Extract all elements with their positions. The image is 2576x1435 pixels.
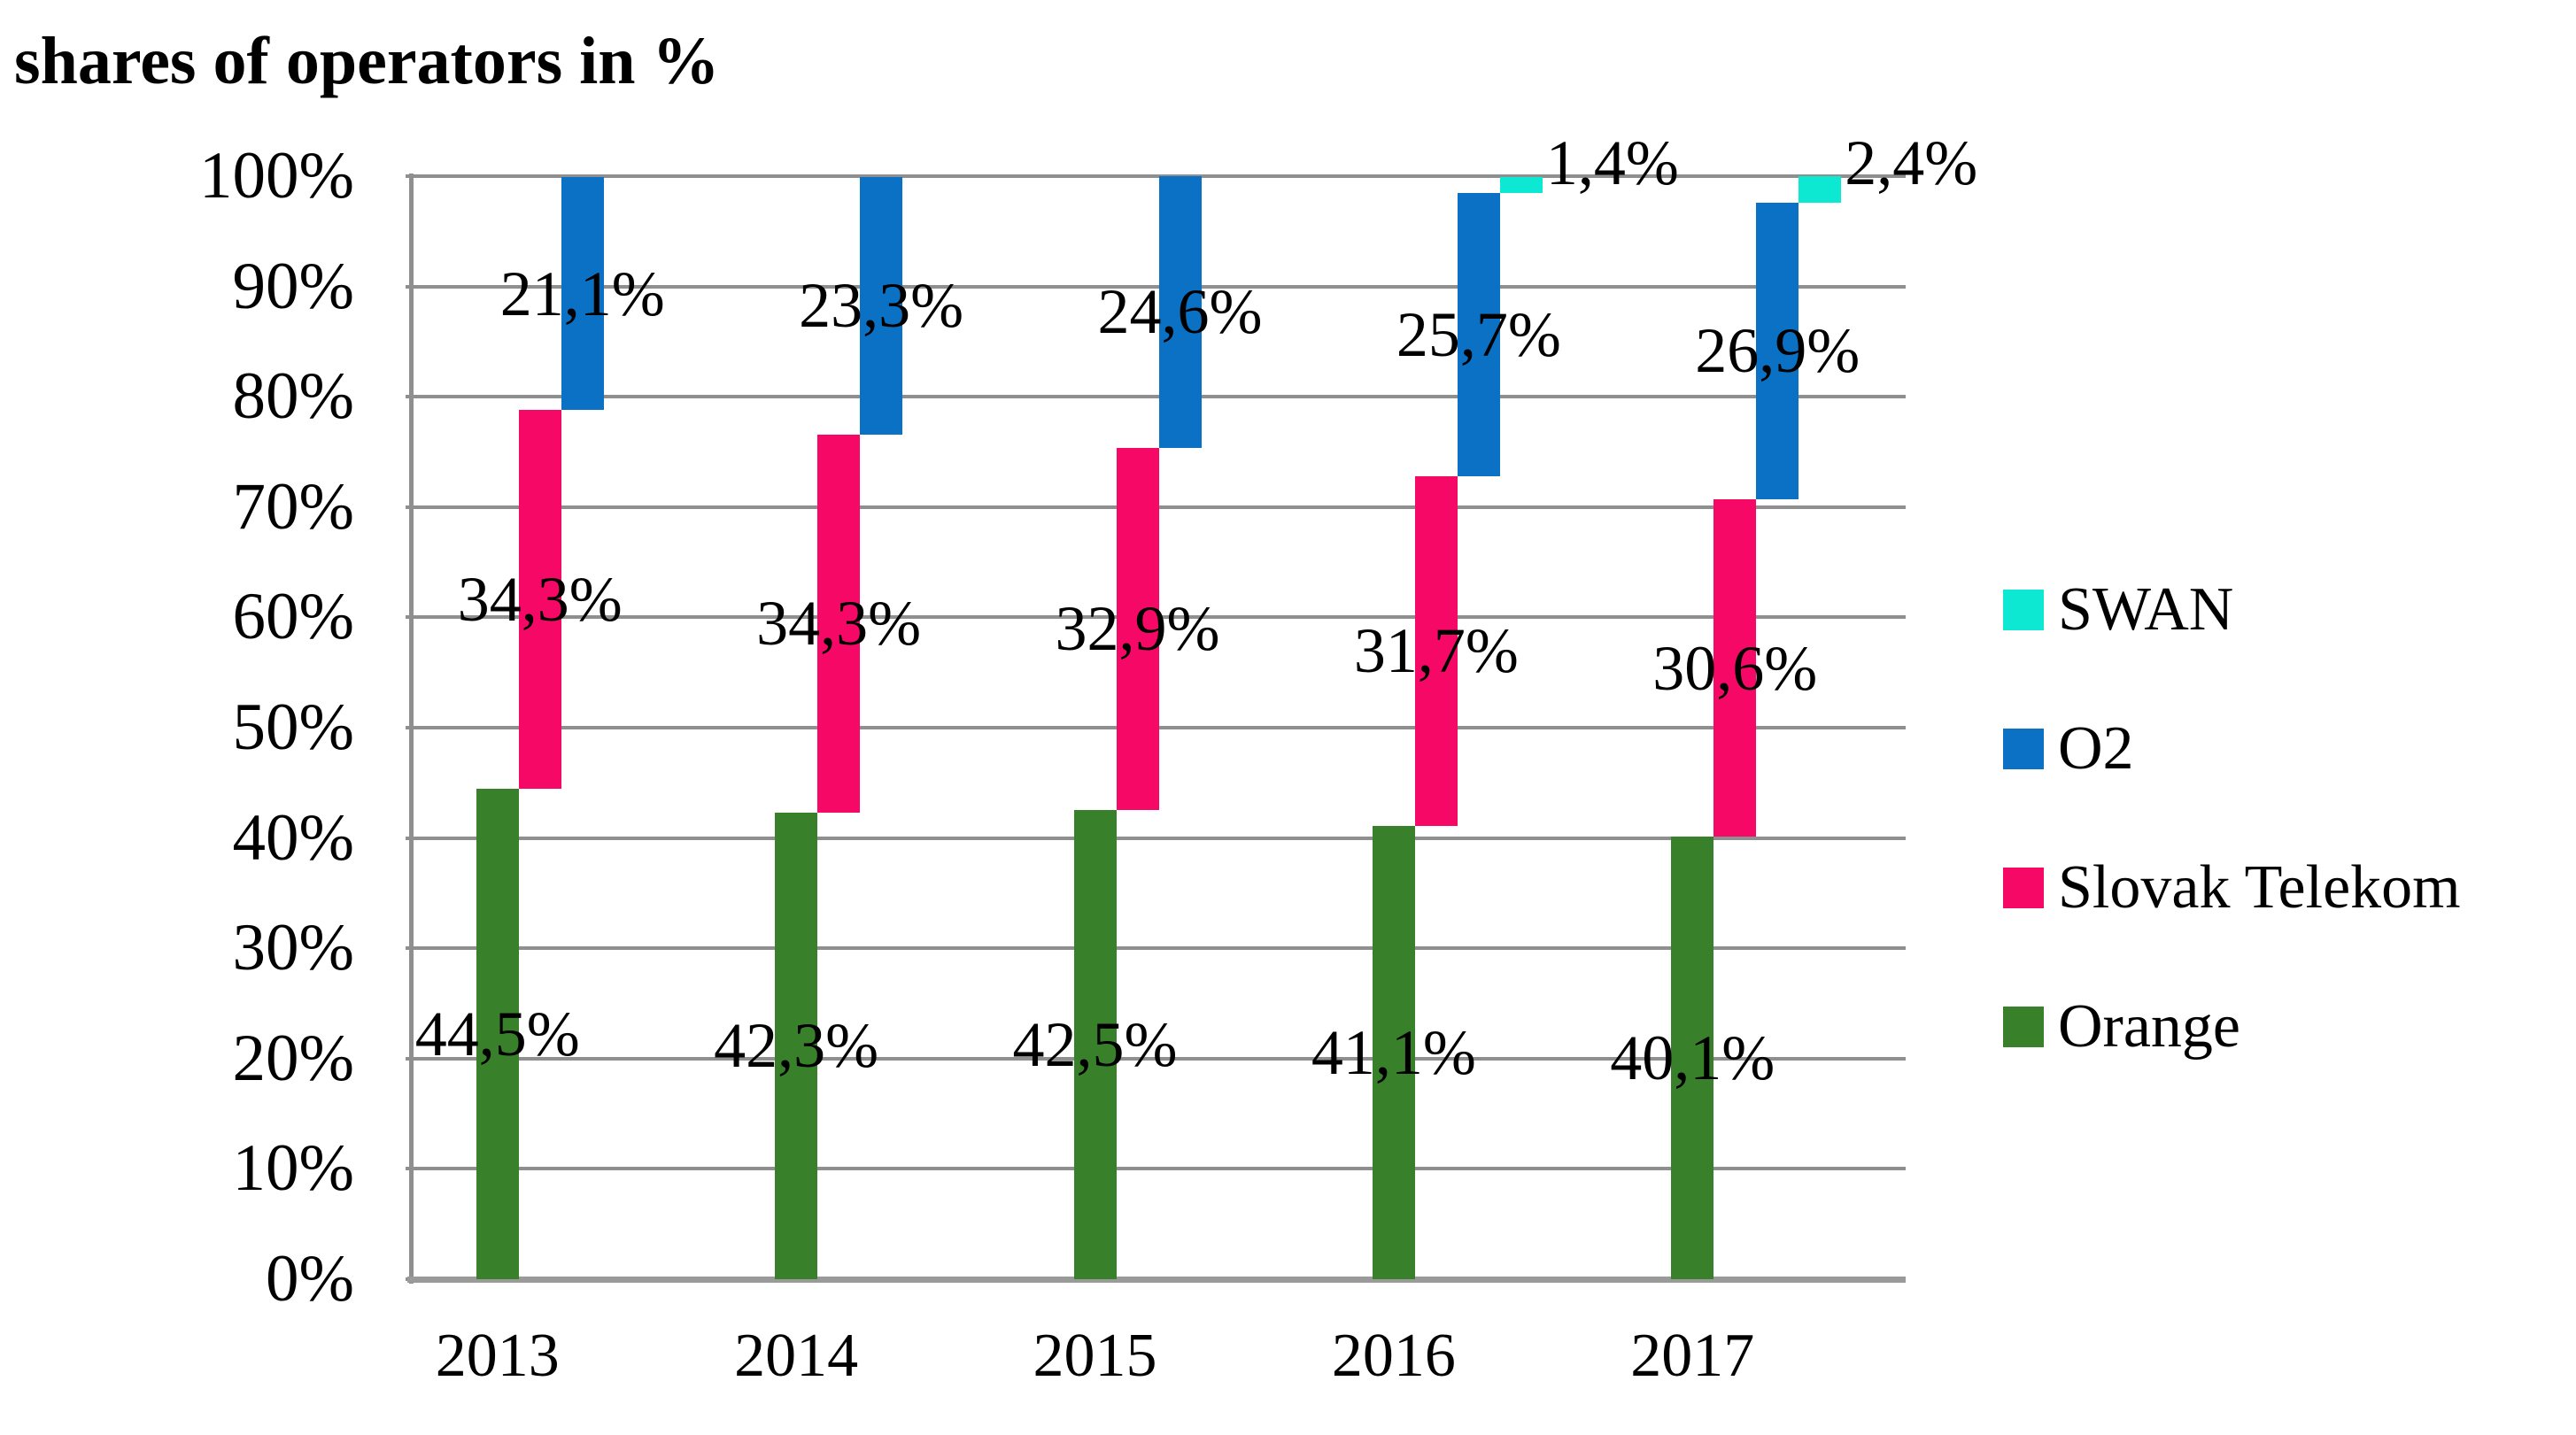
data-label-orange-2017: 40,1% — [1610, 1022, 1775, 1094]
x-axis-label-2017: 2017 — [1630, 1322, 1755, 1390]
bar-slovak-telekom-2016 — [1414, 475, 1458, 826]
gridline — [406, 395, 1906, 399]
data-label-orange-2015: 42,5% — [1012, 1009, 1178, 1081]
legend-swatch-icon — [2003, 868, 2044, 908]
data-label-slovak-telekom-2014: 34,3% — [756, 588, 922, 660]
legend-item-orange: Orange — [2003, 994, 2240, 1060]
legend-swatch-icon — [2003, 729, 2044, 769]
bar-slovak-telekom-2014 — [817, 434, 861, 813]
bar-orange-2014 — [775, 812, 818, 1279]
bar-o2-2017 — [1756, 202, 1799, 500]
bar-o2-2014 — [860, 177, 903, 435]
y-axis-tick-label: 80% — [232, 359, 354, 434]
legend-item-slovak-telekom: Slovak Telekom — [2003, 855, 2461, 921]
x-axis-label-2013: 2013 — [435, 1322, 560, 1390]
data-label-orange-2013: 44,5% — [414, 998, 580, 1069]
y-axis-tick-label: 0% — [266, 1242, 354, 1315]
legend-item-swan: SWAN — [2003, 577, 2233, 643]
data-label-slovak-telekom-2015: 32,9% — [1055, 593, 1220, 665]
bar-slovak-telekom-2015 — [1116, 447, 1159, 811]
gridline — [406, 946, 1906, 951]
y-axis-tick-label: 10% — [232, 1131, 354, 1206]
chart-title: shares of operators in % — [14, 24, 720, 98]
data-label-o2-2014: 23,3% — [799, 270, 964, 342]
legend-swatch-icon — [2003, 590, 2044, 630]
data-label-slovak-telekom-2013: 34,3% — [457, 563, 623, 635]
gridline — [406, 174, 1906, 178]
legend-label: SWAN — [2058, 575, 2234, 644]
x-axis-label-2015: 2015 — [1033, 1322, 1157, 1390]
legend-label: Orange — [2058, 992, 2241, 1061]
data-label-o2-2017: 26,9% — [1695, 315, 1860, 387]
data-label-slovak-telekom-2017: 30,6% — [1652, 632, 1818, 704]
legend-label: Slovak Telekom — [2058, 853, 2461, 922]
y-axis-tick-label: 40% — [232, 800, 354, 875]
x-axis-label-2016: 2016 — [1331, 1322, 1456, 1390]
bar-o2-2013 — [561, 177, 604, 411]
y-axis-tick-label: 50% — [232, 690, 354, 764]
data-label-swan-2017: 2,4% — [1845, 127, 1978, 198]
legend-label: O2 — [2058, 714, 2134, 783]
data-label-swan-2016: 1,4% — [1545, 127, 1679, 198]
y-axis-tick-label: 70% — [232, 469, 354, 544]
bar-swan-2017 — [1799, 176, 1842, 203]
bar-slovak-telekom-2017 — [1713, 499, 1757, 837]
bar-o2-2016 — [1457, 192, 1500, 476]
legend-swatch-icon — [2003, 1007, 2044, 1047]
y-axis-tick-label: 20% — [232, 1021, 354, 1095]
bar-orange-2013 — [476, 788, 519, 1279]
bar-orange-2017 — [1671, 837, 1714, 1279]
bar-slovak-telekom-2013 — [518, 410, 561, 789]
data-label-o2-2016: 25,7% — [1396, 298, 1561, 370]
bar-orange-2015 — [1073, 810, 1117, 1279]
x-axis-line — [407, 1277, 1906, 1283]
data-label-o2-2013: 21,1% — [499, 258, 665, 329]
data-label-o2-2015: 24,6% — [1097, 276, 1263, 348]
y-axis-tick-label: 90% — [232, 249, 354, 323]
y-axis-tick-label: 100% — [199, 139, 354, 212]
y-axis-tick-label: 60% — [232, 580, 354, 654]
data-label-orange-2014: 42,3% — [714, 1010, 879, 1082]
gridline — [406, 1056, 1906, 1061]
data-label-slovak-telekom-2016: 31,7% — [1353, 615, 1519, 687]
bar-swan-2016 — [1499, 177, 1543, 193]
bar-o2-2015 — [1158, 176, 1202, 448]
legend-item-o2: O2 — [2003, 716, 2134, 782]
gridline — [406, 1167, 1906, 1171]
x-axis-label-2014: 2014 — [734, 1322, 859, 1390]
gridline — [406, 284, 1906, 289]
y-axis-tick-label: 30% — [232, 911, 354, 985]
data-label-orange-2016: 41,1% — [1311, 1016, 1476, 1088]
y-axis-line — [409, 174, 414, 1284]
bar-orange-2016 — [1372, 825, 1415, 1279]
gridline — [406, 836, 1906, 840]
